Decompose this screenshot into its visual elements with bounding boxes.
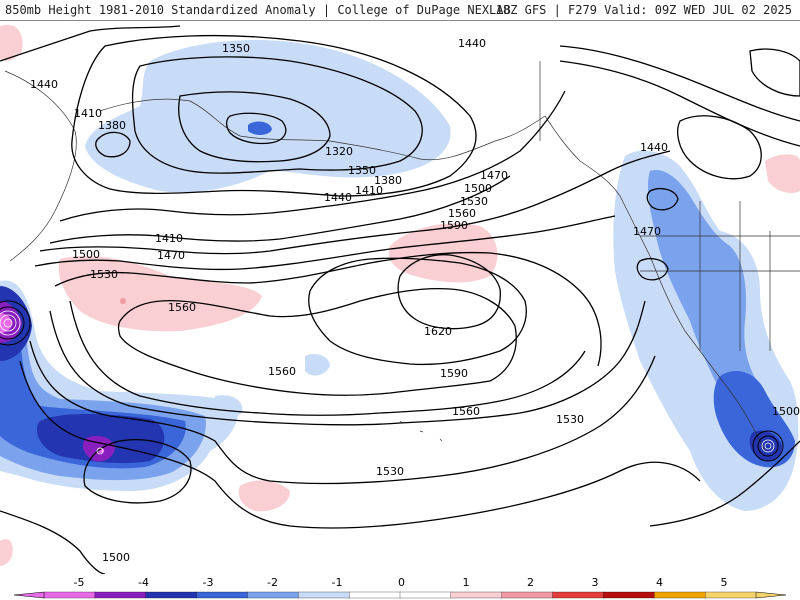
colorbar-segment [552, 591, 605, 599]
run-valid-time: 18Z GFS | F279 Valid: 09Z WED JUL 02 202… [495, 3, 792, 17]
shade-light-pink [0, 24, 23, 61]
contour-label: 1500 [102, 551, 130, 564]
contour-labels: 1350 1440 1440 1410 1380 1320 1350 1380 … [30, 37, 800, 564]
shade-mid-blue [248, 121, 272, 135]
contour-label: 1440 [458, 37, 486, 50]
coastlines [4, 61, 800, 452]
positive-anomaly-shading [0, 24, 800, 566]
colorbar: -5 -4 -3 -2 -1 0 1 2 3 4 5 [0, 574, 800, 600]
colorbar-segment [145, 591, 198, 599]
contour-label: 1590 [440, 367, 468, 380]
contour-label: 1410 [355, 184, 383, 197]
contour-label: 1530 [556, 413, 584, 426]
contour-label: 1500 [72, 248, 100, 261]
contour-label: 1470 [480, 169, 508, 182]
colorbar-segment [196, 591, 249, 599]
contour-label: 1620 [424, 325, 452, 338]
colorbar-segment [603, 591, 655, 599]
contour-label: 1440 [324, 191, 352, 204]
colorbar-segment [298, 591, 350, 599]
contour-label: 1440 [640, 141, 668, 154]
shade-red-dot [120, 298, 126, 304]
colorbar-tick-label: 1 [463, 576, 470, 589]
colorbar-right-triangle [755, 591, 787, 599]
contour-label: 1560 [448, 207, 476, 220]
contour-label: 1410 [155, 232, 183, 245]
contour-label: 1590 [440, 219, 468, 232]
contour-label: 1560 [168, 301, 196, 314]
contour-label: 1470 [633, 225, 661, 238]
storm-rings [0, 310, 775, 455]
colorbar-tick-label: 3 [592, 576, 599, 589]
contour-label: 1530 [376, 465, 404, 478]
map-title: 850mb Height 1981-2010 Standardized Anom… [5, 3, 511, 17]
colorbar-tick-label: -1 [332, 576, 343, 589]
colorbar-segment [399, 591, 452, 599]
colorbar-tick-labels: -5 -4 -3 -2 -1 0 1 2 3 4 5 [74, 576, 728, 589]
colorbar-segment [704, 591, 757, 599]
colorbar-segment [348, 591, 401, 599]
contour-label: 1440 [30, 78, 58, 91]
colorbar-tick-label: -3 [203, 576, 214, 589]
anomaly-map: 1350 1440 1440 1410 1380 1320 1350 1380 … [0, 24, 800, 574]
shade-light-pink [238, 480, 290, 512]
contour-label: 1560 [268, 365, 296, 378]
colorbar-segment [501, 591, 554, 599]
contour-label: 1530 [90, 268, 118, 281]
contour-label: 1410 [74, 107, 102, 120]
colorbar-segment [247, 591, 299, 599]
shade-light-blue [85, 39, 451, 193]
colorbar-tick-label: 5 [721, 576, 728, 589]
contour-label: 1350 [222, 42, 250, 55]
colorbar-segments [43, 591, 757, 599]
contour-label: 1470 [157, 249, 185, 262]
contour-label: 1380 [374, 174, 402, 187]
shade-light-pink [0, 539, 13, 566]
colorbar-segment [450, 591, 503, 599]
colorbar-segment [654, 591, 706, 599]
storm-contours [0, 300, 784, 462]
contour-label: 1380 [98, 119, 126, 132]
shade-light-pink [58, 255, 263, 332]
colorbar-tick-label: 0 [398, 576, 405, 589]
colorbar-segment [43, 591, 96, 599]
colorbar-tick-label: -5 [74, 576, 85, 589]
shade-light-pink [388, 223, 498, 283]
colorbar-segment [94, 591, 147, 599]
colorbar-tick-label: 4 [656, 576, 663, 589]
shade-light-pink [765, 154, 800, 193]
shade-light-blue [305, 354, 330, 376]
contour-label: 1320 [325, 145, 353, 158]
shade-magenta [0, 313, 12, 333]
contour-label: 1530 [460, 195, 488, 208]
contour-label: 1500 [772, 405, 800, 418]
contour-label: 1500 [464, 182, 492, 195]
colorbar-tick-label: 2 [527, 576, 534, 589]
height-contours [0, 25, 800, 574]
negative-anomaly-shading [0, 39, 799, 511]
colorbar-tick-label: -2 [267, 576, 278, 589]
contour-label: 1560 [452, 405, 480, 418]
colorbar-left-triangle [13, 591, 45, 599]
colorbar-tick-label: -4 [138, 576, 149, 589]
contour-label: 1350 [348, 164, 376, 177]
title-bar: 850mb Height 1981-2010 Standardized Anom… [0, 0, 800, 21]
